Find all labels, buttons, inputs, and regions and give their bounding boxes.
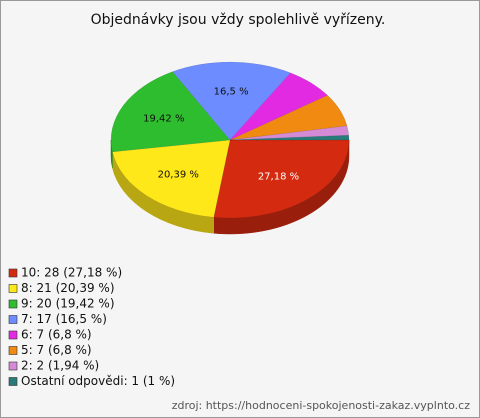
legend-label: 10: 28 (27,18 %) bbox=[21, 266, 122, 280]
legend-swatch bbox=[8, 284, 18, 293]
slice bbox=[110, 71, 231, 153]
data-label: 16,5 % bbox=[214, 87, 249, 98]
legend-swatch bbox=[8, 346, 18, 355]
legend-label: 9: 20 (19,42 %) bbox=[21, 297, 115, 311]
data-label: 20,39 % bbox=[158, 169, 199, 180]
legend-swatch bbox=[8, 315, 18, 324]
legend-label: 2: 2 (1,94 %) bbox=[21, 359, 99, 373]
slice bbox=[229, 72, 328, 141]
slice bbox=[229, 125, 350, 141]
data-label: 27,18 % bbox=[258, 171, 299, 182]
chart-title: Objednávky jsou vždy spolehlivě vyřízeny… bbox=[91, 12, 386, 28]
data-label: 19,42 % bbox=[143, 114, 184, 125]
legend-label: 8: 21 (20,39 %) bbox=[21, 281, 115, 295]
legend-label: 5: 7 (6,8 %) bbox=[21, 343, 92, 357]
legend-swatch bbox=[8, 361, 18, 371]
slice bbox=[112, 139, 231, 218]
legend-label: Ostatní odpovědi: 1 (1 %) bbox=[21, 374, 175, 388]
legend-swatch bbox=[8, 268, 18, 278]
legend-swatch bbox=[8, 299, 18, 309]
legend-swatch bbox=[8, 330, 18, 340]
slice bbox=[213, 139, 350, 219]
slice bbox=[229, 134, 350, 141]
legend-label: 7: 17 (16,5 %) bbox=[21, 312, 107, 326]
source: zdroj: https://hodnoceni-spokojenosti-za… bbox=[172, 399, 471, 412]
slice bbox=[172, 61, 291, 141]
legend-swatch bbox=[8, 377, 18, 386]
legend-label: 6: 7 (6,8 %) bbox=[21, 328, 92, 342]
slice bbox=[229, 95, 348, 141]
